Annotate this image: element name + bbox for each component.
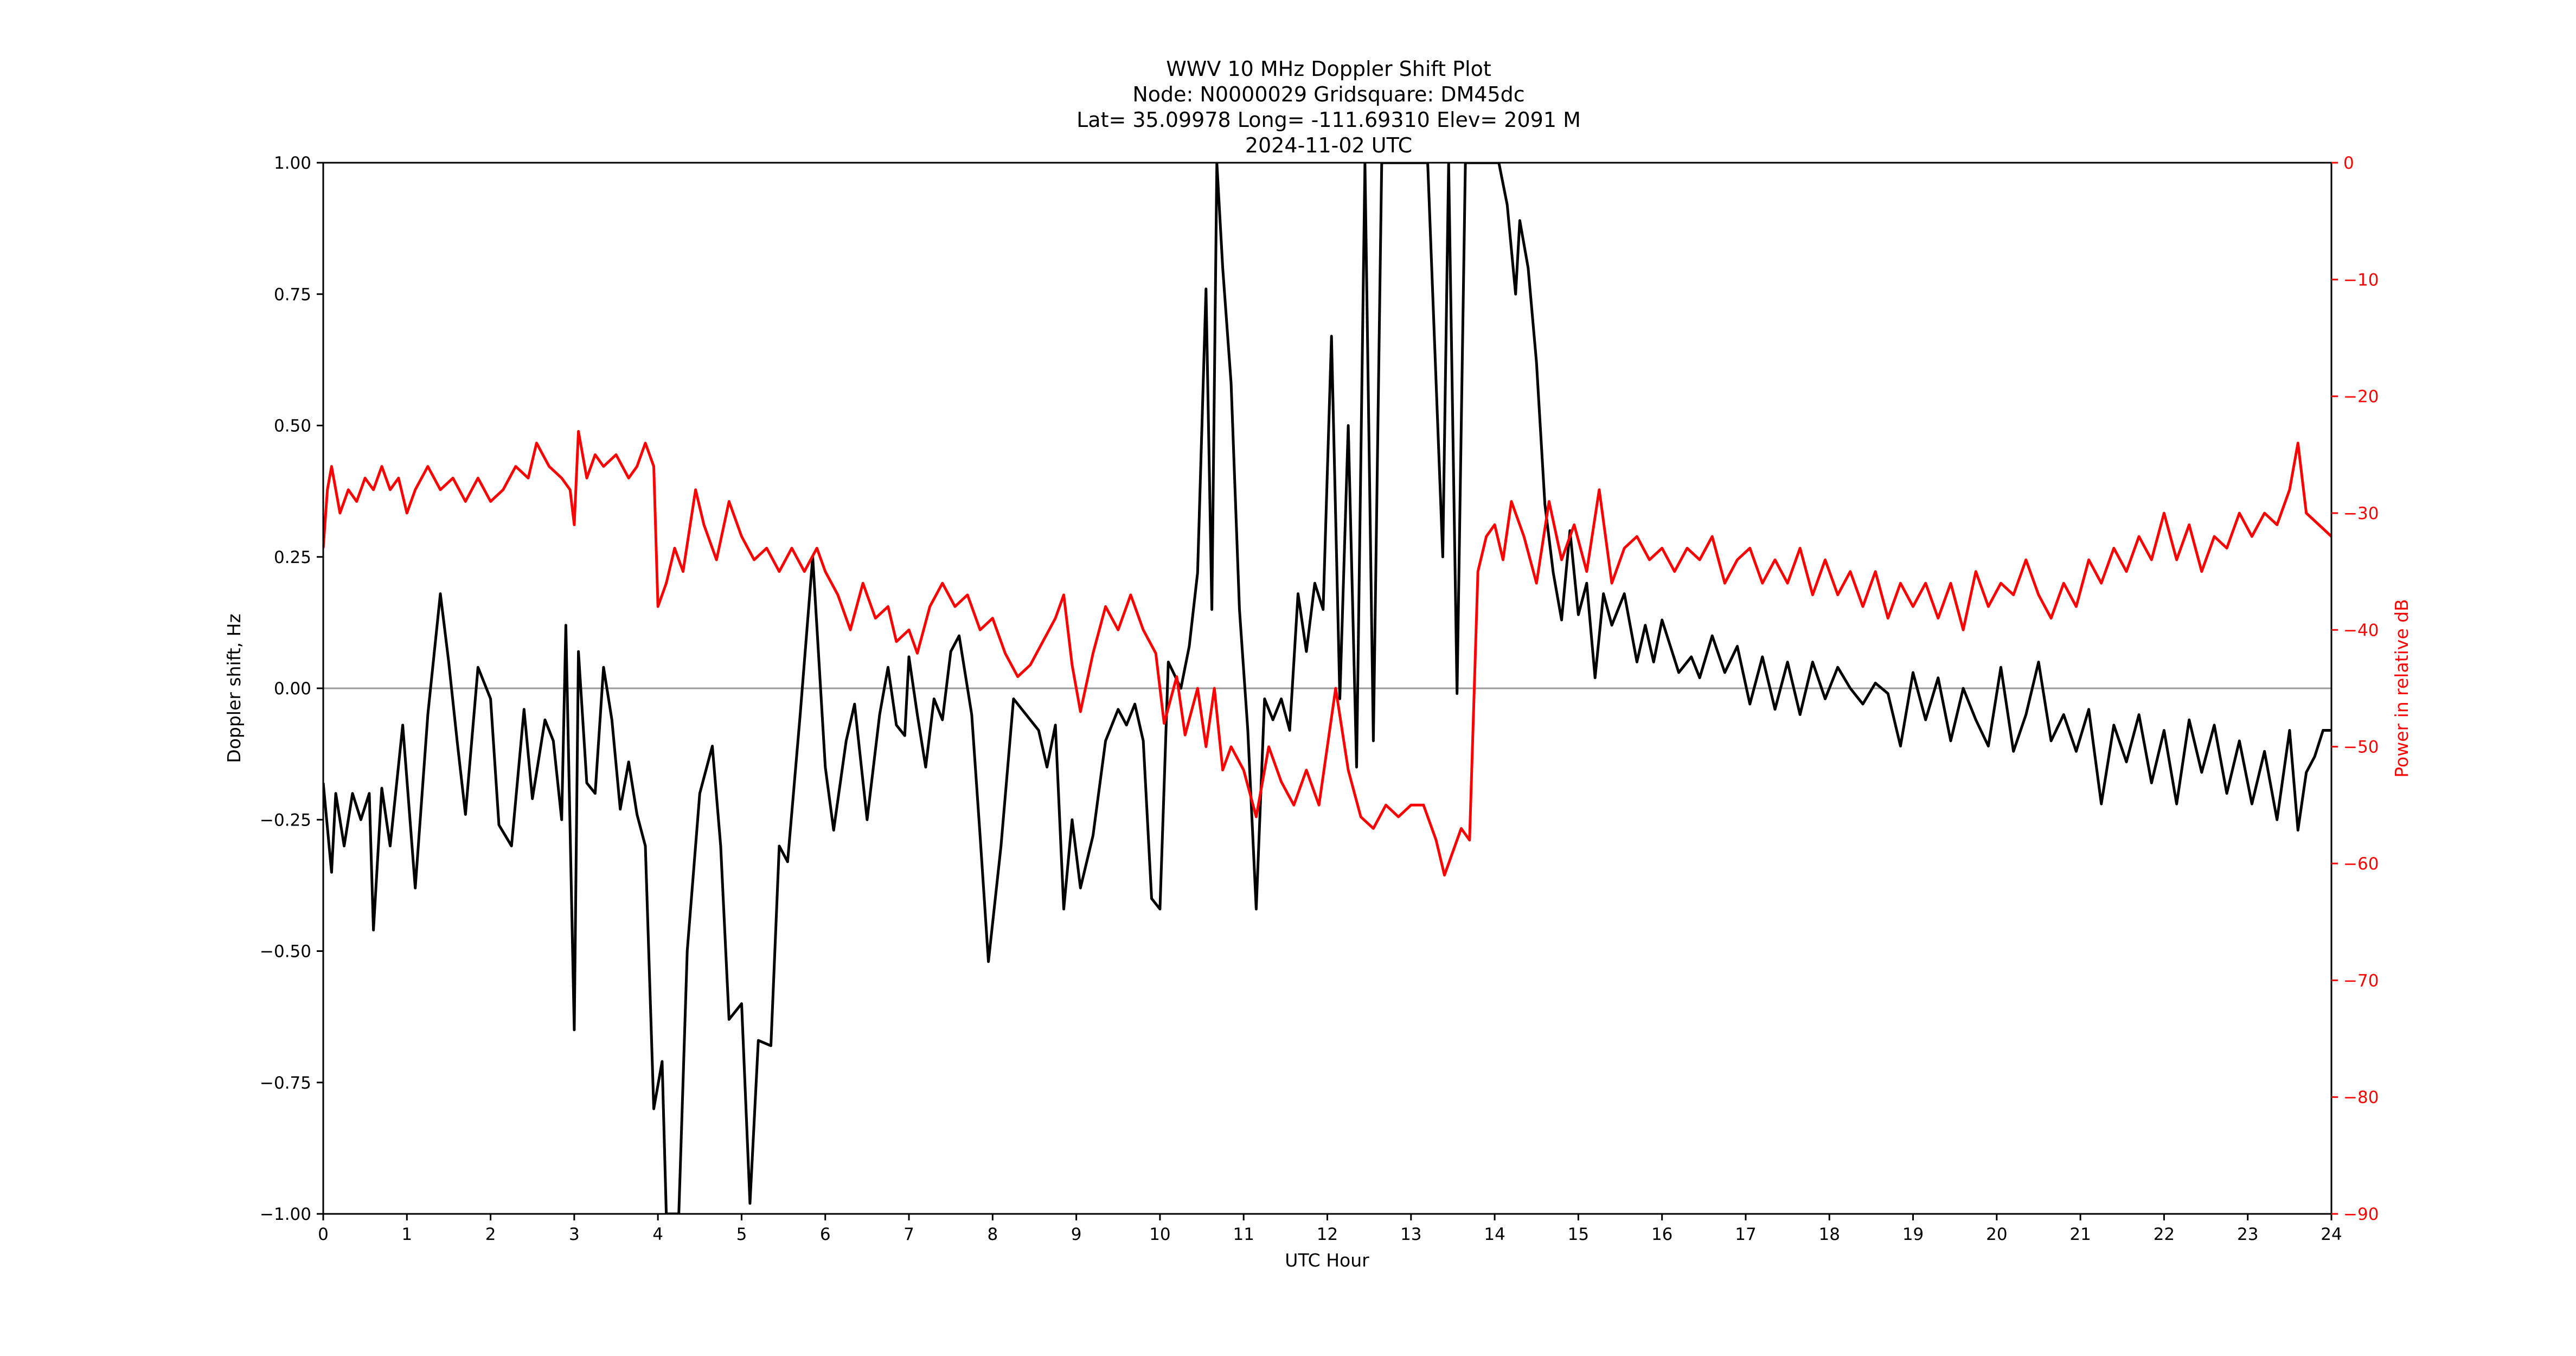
x-tick-label: 5 bbox=[736, 1225, 747, 1244]
x-tick-label: 23 bbox=[2237, 1225, 2258, 1244]
left-tick-label: 1.00 bbox=[274, 153, 311, 173]
right-axis-label: Power in relative dB bbox=[2391, 599, 2412, 777]
right-tick-label: −80 bbox=[2343, 1088, 2379, 1108]
title-line-3: Lat= 35.09978 Long= -111.69310 Elev= 209… bbox=[1076, 108, 1581, 132]
title-line-2: Node: N0000029 Gridsquare: DM45dc bbox=[1132, 82, 1524, 106]
left-tick-label: 0.25 bbox=[274, 548, 311, 567]
x-tick-label: 22 bbox=[2154, 1225, 2175, 1244]
left-tick-label: −0.25 bbox=[260, 810, 311, 830]
x-tick-label: 0 bbox=[318, 1225, 329, 1244]
x-tick-label: 14 bbox=[1484, 1225, 1505, 1244]
x-tick-label: 13 bbox=[1400, 1225, 1421, 1244]
x-tick-label: 19 bbox=[1902, 1225, 1924, 1244]
right-axis-ticks: 0 −10 −20 −30 −40 −50 −60 −70 −80 −90 bbox=[2331, 153, 2379, 1224]
x-tick-label: 18 bbox=[1819, 1225, 1840, 1244]
left-axis-label: Doppler shift, Hz bbox=[223, 613, 245, 763]
doppler-shift-series bbox=[323, 163, 2331, 1214]
x-tick-label: 20 bbox=[1986, 1225, 2007, 1244]
x-tick-label: 2 bbox=[485, 1225, 496, 1244]
x-tick-label: 3 bbox=[569, 1225, 580, 1244]
x-tick-label: 24 bbox=[2321, 1225, 2342, 1244]
left-axis-ticks: 1.00 0.75 0.50 0.25 0.00 −0.25 −0.50 −0.75 −1.00 bbox=[260, 153, 323, 1224]
left-tick-label: 0.00 bbox=[274, 679, 311, 699]
title-line-1: WWV 10 MHz Doppler Shift Plot bbox=[1166, 57, 1491, 81]
right-tick-label: −90 bbox=[2343, 1205, 2379, 1224]
x-tick-label: 4 bbox=[652, 1225, 663, 1244]
left-tick-label: −0.50 bbox=[260, 942, 311, 962]
x-tick-label: 17 bbox=[1735, 1225, 1756, 1244]
right-tick-label: −10 bbox=[2343, 270, 2379, 290]
x-tick-label: 11 bbox=[1233, 1225, 1254, 1244]
left-tick-label: 0.50 bbox=[274, 417, 311, 436]
left-tick-label: −0.75 bbox=[260, 1073, 311, 1093]
x-tick-label: 15 bbox=[1568, 1225, 1589, 1244]
x-tick-label: 10 bbox=[1149, 1225, 1170, 1244]
x-axis-ticks: 0 1 2 3 4 5 6 7 8 9 10 11 12 13 14 15 16 17 18 19 20 21 22 23 24 bbox=[318, 1214, 2342, 1244]
right-tick-label: −40 bbox=[2343, 621, 2379, 640]
x-tick-label: 1 bbox=[401, 1225, 412, 1244]
x-tick-label: 7 bbox=[903, 1225, 914, 1244]
right-tick-label: −30 bbox=[2343, 504, 2379, 523]
x-tick-label: 8 bbox=[987, 1225, 998, 1244]
x-tick-label: 21 bbox=[2069, 1225, 2091, 1244]
power-series bbox=[323, 430, 2331, 877]
x-tick-label: 9 bbox=[1071, 1225, 1082, 1244]
x-axis-label: UTC Hour bbox=[1285, 1250, 1369, 1271]
x-tick-label: 12 bbox=[1317, 1225, 1338, 1244]
right-tick-label: −70 bbox=[2343, 971, 2379, 990]
right-tick-label: −60 bbox=[2343, 854, 2379, 874]
title-line-4: 2024-11-02 UTC bbox=[1245, 133, 1412, 157]
x-tick-label: 16 bbox=[1651, 1225, 1673, 1244]
right-tick-label: 0 bbox=[2343, 153, 2354, 173]
right-tick-label: −50 bbox=[2343, 738, 2379, 757]
left-tick-label: 0.75 bbox=[274, 285, 311, 304]
x-tick-label: 6 bbox=[820, 1225, 831, 1244]
right-tick-label: −20 bbox=[2343, 387, 2379, 407]
chart-title: WWV 10 MHz Doppler Shift Plot Node: N000… bbox=[1076, 57, 1581, 157]
left-tick-label: −1.00 bbox=[260, 1205, 311, 1224]
